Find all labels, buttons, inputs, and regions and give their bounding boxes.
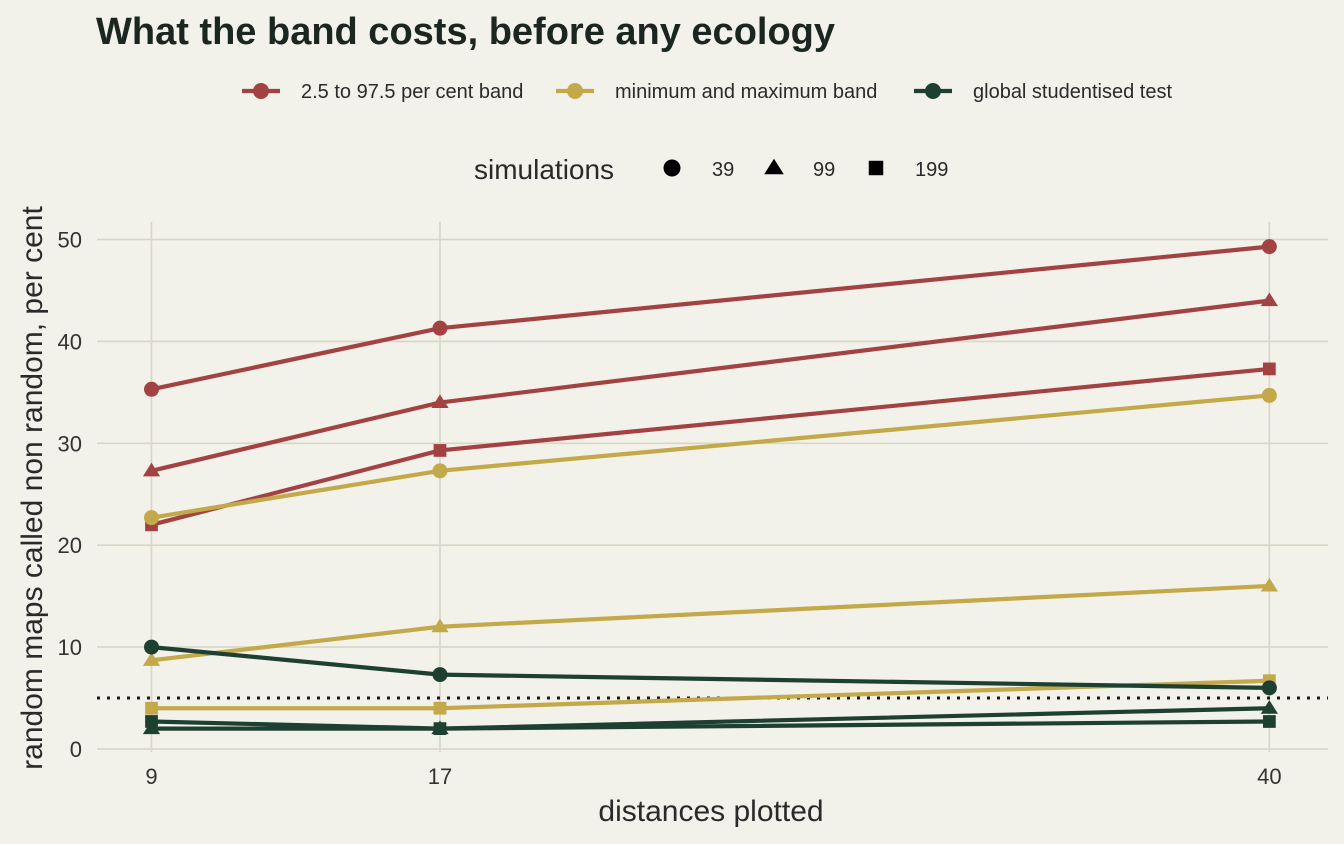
y-tick-label: 30: [58, 431, 82, 456]
simulations-legend-marker: [663, 159, 681, 177]
data-point: [144, 639, 159, 655]
legend-key-marker: [253, 83, 269, 99]
x-tick-label: 40: [1257, 764, 1281, 789]
data-point: [432, 320, 448, 336]
data-point: [145, 701, 158, 715]
legend-label: 2.5 to 97.5 per cent band: [301, 81, 523, 103]
legend-label: minimum and maximum band: [615, 81, 877, 103]
chart-title: What the band costs, before any ecology: [96, 11, 835, 53]
data-point: [433, 722, 447, 735]
data-point: [1262, 362, 1276, 376]
series-lines: [149, 244, 1272, 731]
y-axis-label: random maps called non random, per cent: [16, 206, 49, 770]
x-axis-ticks: 9 17 40: [145, 764, 1281, 789]
simulations-legend-title: simulations: [474, 154, 614, 185]
x-tick-label: 9: [145, 764, 157, 789]
data-point: [1260, 292, 1278, 307]
y-tick-label: 0: [70, 737, 82, 762]
y-tick-label: 20: [58, 533, 82, 558]
simulations-legend-label: 99: [813, 159, 835, 181]
y-tick-label: 40: [58, 329, 82, 354]
data-point: [432, 463, 448, 479]
data-point: [432, 667, 448, 683]
data-point: [1261, 239, 1277, 255]
legend-key-marker: [567, 83, 583, 99]
data-point: [145, 715, 158, 728]
grid: [97, 222, 1328, 752]
data-point: [144, 510, 159, 526]
x-axis-label: distances plotted: [598, 795, 823, 828]
series-line: [149, 583, 1272, 663]
data-point: [431, 618, 449, 633]
data-point: [431, 394, 449, 409]
y-tick-label: 10: [58, 635, 82, 660]
simulations-legend: simulations 39 99 199: [474, 154, 948, 185]
method-legend: 2.5 to 97.5 per cent band minimum and max…: [242, 81, 1172, 103]
data-point: [142, 652, 161, 666]
legend-label: global studentised test: [973, 81, 1172, 103]
simulations-legend-label: 39: [712, 159, 734, 181]
y-tick-label: 50: [58, 228, 82, 253]
data-point: [142, 462, 161, 477]
simulations-legend-label: 199: [915, 159, 948, 181]
data-point: [433, 701, 447, 715]
data-point: [1262, 715, 1276, 728]
series-line: [149, 393, 1272, 520]
data-point: [1260, 700, 1278, 714]
y-axis-ticks: 0 10 20 30 40 50: [58, 228, 82, 763]
series-line: [149, 644, 1272, 690]
data-point: [433, 444, 447, 457]
x-tick-label: 17: [428, 764, 452, 789]
series-points: [142, 239, 1278, 735]
legend-key-marker: [925, 83, 941, 99]
data-point: [1261, 680, 1277, 696]
data-point: [1260, 577, 1278, 592]
simulations-legend-marker: [764, 158, 784, 175]
data-point: [144, 381, 159, 397]
simulations-legend-marker: [868, 160, 884, 176]
data-point: [1261, 387, 1277, 403]
